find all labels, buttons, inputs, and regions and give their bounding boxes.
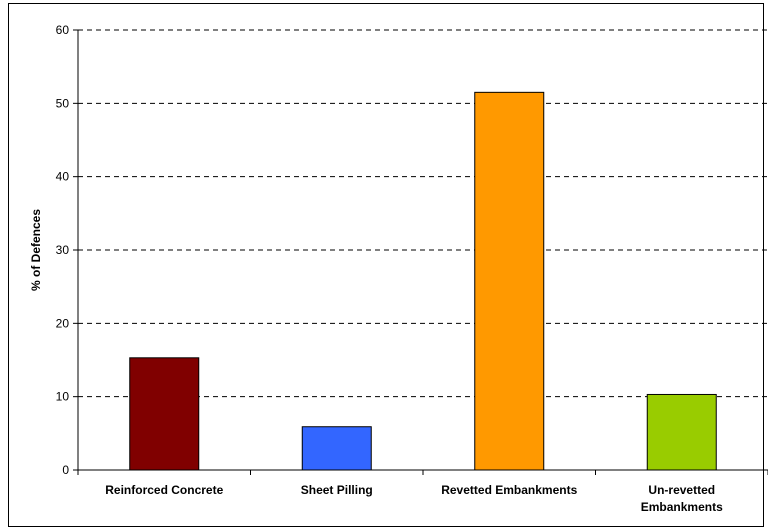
y-tick-label: 0 — [62, 463, 69, 477]
y-axis-title: % of Defences — [29, 209, 43, 291]
bar-1 — [129, 357, 200, 471]
bar-3 — [474, 91, 545, 471]
y-tick-label: 60 — [56, 23, 70, 37]
labels: 0 10 20 30 40 50 60 Reinforced Concrete Sheet Pi… — [56, 23, 723, 514]
gridlines — [78, 29, 768, 398]
y-tick-label: 20 — [56, 316, 70, 330]
bar-2 — [301, 426, 372, 471]
bar-4 — [646, 393, 717, 471]
x-category-label-line: Reinforced Concrete — [105, 483, 223, 497]
y-tick-label: 50 — [56, 96, 70, 110]
axes — [73, 29, 768, 475]
x-category-label-line: Embankments — [641, 500, 723, 514]
x-category-label: Un-revetted Embankments — [641, 483, 723, 514]
x-category-label-line: Revetted Embankments — [441, 483, 577, 497]
x-category-label: Sheet Pilling — [301, 483, 373, 497]
x-category-label-line: Sheet Pilling — [301, 483, 373, 497]
bars — [129, 91, 717, 471]
x-category-label-line: Un-revetted — [648, 483, 715, 497]
y-tick-label: 10 — [56, 390, 70, 404]
y-tick-label: 30 — [56, 243, 70, 257]
x-category-label: Reinforced Concrete — [105, 483, 223, 497]
x-category-label: Revetted Embankments — [441, 483, 577, 497]
y-tick-label: 40 — [56, 170, 70, 184]
